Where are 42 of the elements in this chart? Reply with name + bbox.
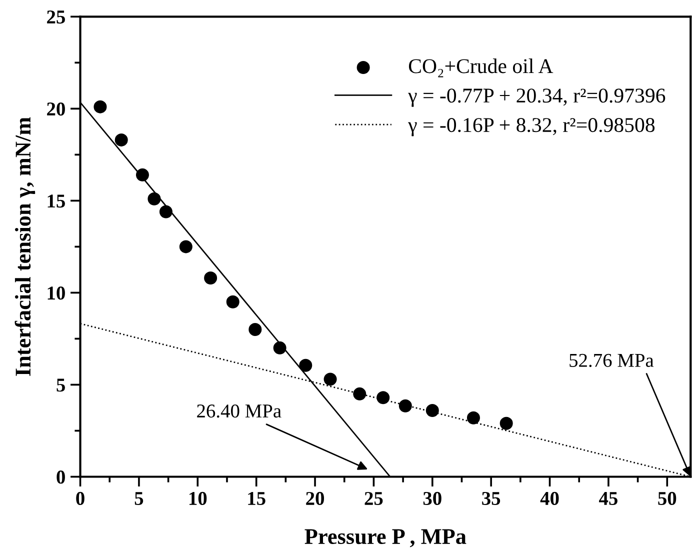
annotation: 26.40 MPa [197, 404, 282, 418]
point [426, 404, 439, 417]
point [398, 399, 412, 412]
x-axis-title: Pressure P , MPa [304, 529, 466, 548]
point [136, 168, 149, 182]
x-tick-label: 10 [189, 492, 207, 506]
point [179, 240, 192, 254]
y-tick-label: 5 [56, 378, 65, 392]
point [114, 133, 128, 146]
legend-label: γ = -0.77P + 20.34, r²=0.97396 [408, 88, 666, 107]
x-tick-label: 25 [364, 492, 383, 506]
legend-label: CO₂+Crude oil A [408, 58, 554, 78]
x-tick-label: 40 [540, 492, 559, 506]
point [299, 358, 312, 372]
x-tick-label: 15 [248, 492, 266, 506]
y-tick-label: 10 [48, 286, 65, 300]
point [466, 411, 480, 424]
x-tick-label: 45 [599, 492, 618, 506]
point [204, 271, 218, 284]
point [248, 323, 262, 336]
x-tick-label: 50 [658, 492, 676, 506]
legend-label: γ = -0.16P + 8.32, r²=0.98508 [408, 118, 655, 136]
point [324, 372, 337, 386]
y-tick-label: 25 [47, 10, 65, 24]
point [500, 416, 513, 430]
point [353, 387, 366, 400]
annotation: 52.76 MPa [570, 354, 654, 368]
x-tick-label: 30 [423, 492, 442, 506]
x-tick-label: 5 [134, 492, 144, 506]
point [273, 341, 286, 354]
point [148, 192, 161, 206]
x-tick-label: 0 [76, 492, 84, 506]
y-tick-label: 20 [47, 102, 65, 116]
point [94, 100, 107, 114]
y-tick-label: 0 [56, 470, 65, 484]
point [159, 205, 172, 218]
y-tick-label: 15 [48, 194, 65, 208]
x-tick-label: 35 [482, 492, 500, 506]
x-tick-label: 20 [306, 492, 324, 506]
point [376, 391, 390, 404]
y-axis-title: Interfacial tension γ, mN/m [14, 117, 36, 376]
point [226, 295, 240, 308]
